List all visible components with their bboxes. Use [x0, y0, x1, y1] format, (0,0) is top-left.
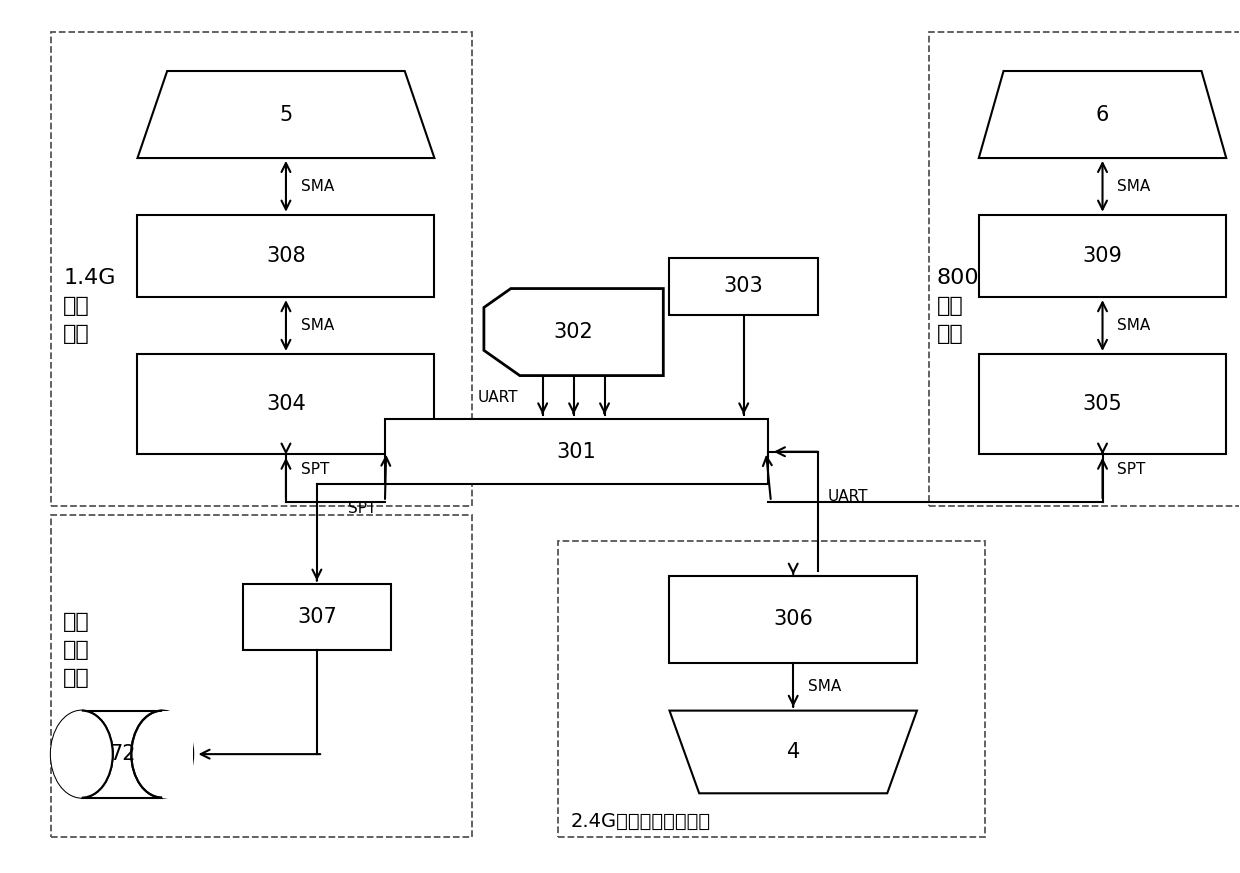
Ellipse shape — [51, 711, 113, 798]
Text: SPT: SPT — [347, 501, 376, 516]
Text: SPT: SPT — [1117, 462, 1146, 477]
Bar — [138, 354, 434, 454]
Text: 72: 72 — [109, 744, 135, 764]
Text: 309: 309 — [1083, 246, 1122, 266]
Text: 301: 301 — [557, 442, 596, 462]
Text: 303: 303 — [724, 277, 764, 297]
Text: 302: 302 — [554, 322, 594, 342]
Text: 307: 307 — [298, 607, 337, 627]
Ellipse shape — [131, 711, 193, 798]
Text: 4: 4 — [786, 742, 800, 762]
Text: 对地
有线
通信: 对地 有线 通信 — [63, 612, 91, 688]
Ellipse shape — [51, 711, 113, 798]
Bar — [978, 354, 1226, 454]
Text: 306: 306 — [774, 609, 813, 629]
Text: 6: 6 — [1096, 105, 1110, 125]
Bar — [51, 31, 471, 506]
Text: SMA: SMA — [1117, 318, 1151, 333]
Bar — [243, 584, 391, 650]
Text: 5: 5 — [279, 105, 293, 125]
Polygon shape — [978, 71, 1226, 158]
Polygon shape — [670, 711, 916, 794]
Bar — [558, 541, 985, 837]
Polygon shape — [484, 289, 663, 375]
Text: UART: UART — [477, 390, 518, 405]
Bar — [82, 711, 162, 798]
Bar — [978, 215, 1226, 298]
Bar — [51, 515, 471, 837]
Text: 1.4G
数据
通道: 1.4G 数据 通道 — [63, 268, 115, 344]
Text: 304: 304 — [267, 394, 306, 414]
Bar — [384, 419, 769, 485]
Text: 2.4G地面用户接入通道: 2.4G地面用户接入通道 — [570, 812, 711, 830]
Text: UART: UART — [828, 489, 868, 504]
Text: 308: 308 — [267, 246, 306, 266]
Bar — [670, 575, 916, 663]
Bar — [138, 215, 434, 298]
Text: 305: 305 — [1083, 394, 1122, 414]
Text: SMA: SMA — [1117, 179, 1151, 194]
Bar — [929, 31, 1240, 506]
Text: SMA: SMA — [808, 679, 841, 694]
Text: SMA: SMA — [301, 318, 334, 333]
Bar — [670, 258, 818, 314]
Text: 800M
信令
通道: 800M 信令 通道 — [936, 268, 998, 344]
Text: SMA: SMA — [301, 179, 334, 194]
Text: SPT: SPT — [301, 462, 329, 477]
Polygon shape — [138, 71, 434, 158]
Bar — [162, 711, 193, 798]
